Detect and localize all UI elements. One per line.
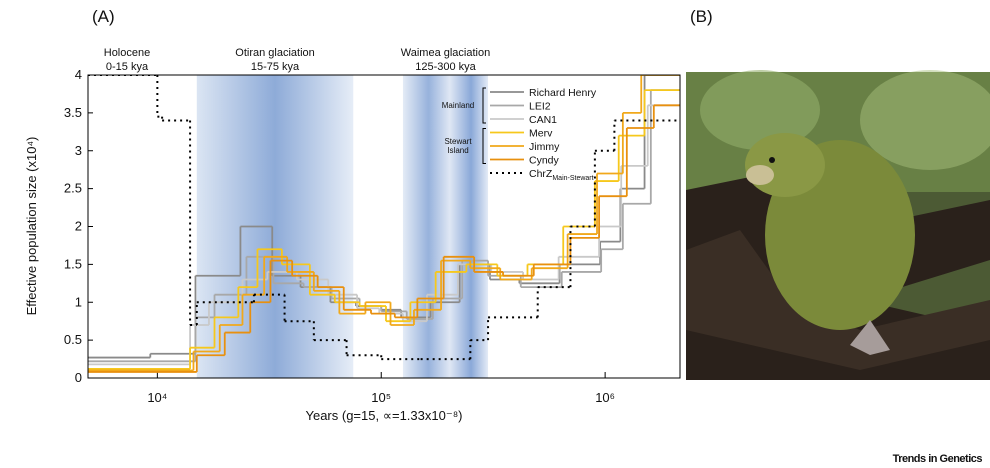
legend-name: Merv: [529, 128, 553, 140]
legend-label: Jimmy: [529, 141, 560, 153]
x-tick-label: 10⁵: [371, 390, 391, 405]
y-tick-label: 2.5: [64, 181, 82, 196]
x-tick-label: 10⁶: [595, 390, 615, 405]
legend-name: Cyndy: [529, 155, 560, 167]
x-axis-label: Years (g=15, ∝=1.33x10⁻⁸): [305, 408, 462, 423]
footer: Trends in Genetics: [893, 453, 983, 465]
period-range: 0-15 kya: [106, 61, 149, 73]
photo: [686, 70, 990, 380]
panel-label: (A): [92, 7, 115, 26]
legend-group: Mainland: [441, 100, 475, 110]
legend-sub: Main-Stewart: [552, 175, 593, 182]
y-tick-label: 4: [75, 67, 82, 82]
plot-frame: [87, 74, 681, 379]
legend-name: ChrZ: [529, 168, 553, 180]
legend-label: Cyndy: [529, 155, 560, 167]
y-tick-label: 3.5: [64, 105, 82, 120]
y-axis-label: Effective population size (x10⁴): [24, 137, 39, 316]
period-range: 15-75 kya: [251, 61, 300, 73]
legend-label: ChrZMain-Stewart: [529, 168, 594, 182]
period-name: Holocene: [104, 47, 150, 59]
legend-label: Merv: [529, 128, 553, 140]
period-name: Otiran glaciation: [235, 47, 315, 59]
legend-label: CAN1: [529, 114, 557, 126]
period-band: [196, 75, 354, 378]
legend-bracket: [482, 87, 486, 124]
y-tick-label: 1: [75, 294, 82, 309]
legend-label: Richard Henry: [529, 87, 597, 99]
legend-name: Jimmy: [529, 141, 560, 153]
y-tick-label: 3: [75, 143, 82, 158]
x-tick-label: 10⁴: [147, 390, 167, 405]
panel-label: (B): [690, 7, 713, 26]
period-range: 125-300 kya: [415, 61, 476, 73]
period-band: [402, 75, 489, 378]
y-tick-label: 0.5: [64, 332, 82, 347]
y-tick-label: 0: [75, 370, 82, 385]
legend-name: Richard Henry: [529, 87, 597, 99]
legend-bracket: [482, 128, 486, 164]
legend-name: LEI2: [529, 101, 551, 113]
legend-label: LEI2: [529, 101, 551, 113]
y-tick-label: 1.5: [64, 256, 82, 271]
period-name: Waimea glaciation: [401, 47, 490, 59]
legend-group: Stewart Island: [444, 137, 472, 155]
legend-name: CAN1: [529, 114, 557, 126]
y-tick-label: 2: [75, 219, 82, 234]
